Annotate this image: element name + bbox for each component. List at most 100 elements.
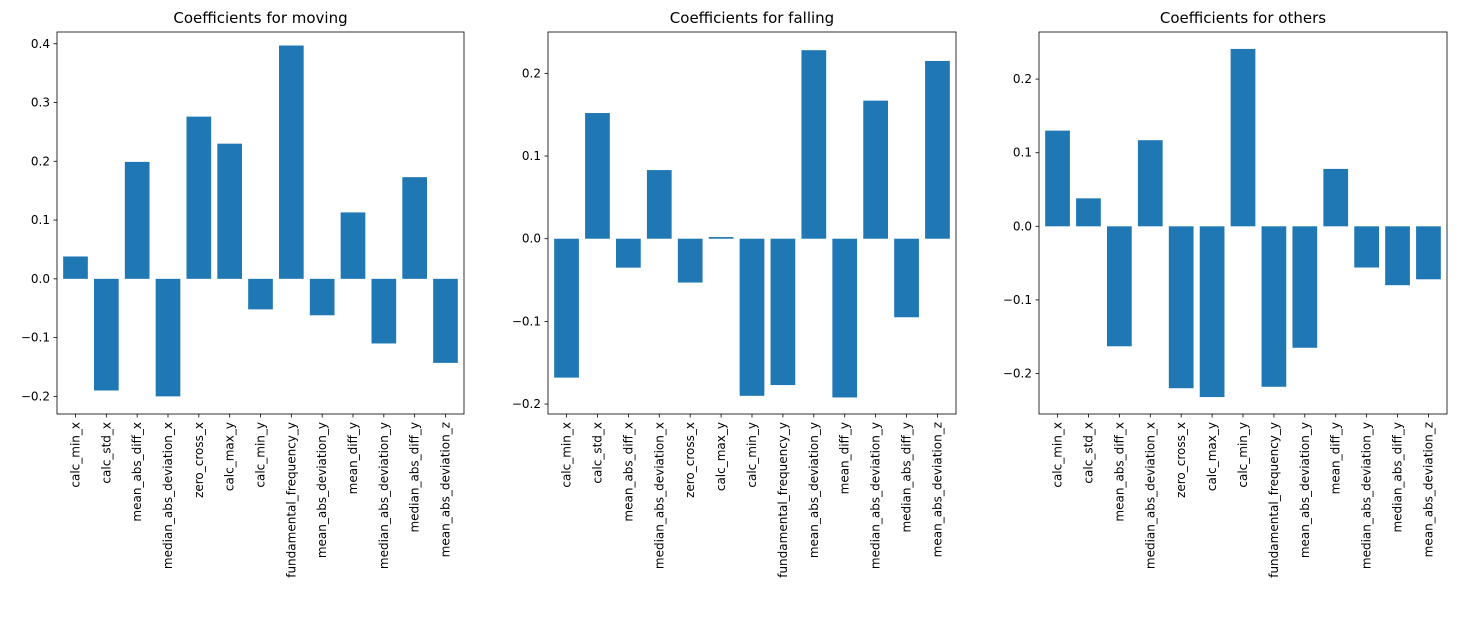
y-tick-label: 0.1 [522,149,541,163]
x-tick-label: zero_cross_x [192,422,206,498]
y-tick-label: 0.1 [31,213,50,227]
x-tick-label: mean_diff_y [346,422,360,494]
bar [616,238,641,268]
y-tick-label: −0.1 [1003,293,1032,307]
bar [1261,226,1287,387]
bar [1354,226,1379,268]
y-tick-label: 0.3 [31,96,50,110]
x-tick-label: mean_abs_deviation_y [315,422,329,558]
bar [1416,226,1441,280]
bar [677,238,703,283]
bar [248,278,273,310]
y-tick-label: −0.2 [512,397,541,411]
x-tick-label: calc_max_y [714,422,728,491]
bar [554,238,579,378]
bar [63,256,88,279]
chart-panel: Coefficients for moving −0.2 −0.1 0.0 0.1 0.2… [21,9,465,578]
x-tick-label: median_abs_diff_y [1391,422,1405,533]
y-tick-label: 0.2 [522,66,541,80]
bar [894,238,919,318]
bar [402,177,427,279]
bar [371,278,397,344]
y-tick-label: 0.4 [31,37,50,51]
x-tick-label: calc_std_x [590,422,604,484]
x-tick-label: mean_abs_deviation_y [807,422,821,558]
y-tick-label: −0.1 [512,314,541,328]
bar [1230,48,1256,227]
x-tick-label: calc_min_x [560,422,574,488]
chart-title: Coefficients for falling [670,9,834,27]
x-tick-label: fundamental_frequency_y [284,422,298,578]
x-tick-label: mean_abs_diff_x [621,422,635,522]
y-tick-label: −0.2 [1003,367,1032,381]
x-tick-label: mean_abs_diff_x [1112,422,1126,522]
x-tick-label: median_abs_deviation_x [1143,422,1157,569]
chart-title: Coefficients for moving [173,9,347,27]
y-tick-label: 0.1 [1013,146,1032,160]
x-tick-label: median_abs_diff_y [408,422,422,533]
bar [1199,226,1225,398]
bar [309,278,335,316]
y-tick-label: −0.1 [21,331,50,345]
bar [94,278,119,391]
bar [739,238,765,396]
x-tick-label: mean_abs_deviation_z [1421,422,1435,557]
bar [433,278,458,363]
y-tick-label: 0.2 [1013,72,1032,86]
chart-panel: Coefficients for falling −0.2 −0.1 0.0 0.1 0.… [512,9,957,578]
x-tick-label: calc_std_x [99,422,113,484]
x-tick-label: zero_cross_x [683,422,697,498]
x-tick-label: fundamental_frequency_y [776,422,790,578]
x-tick-label: median_abs_deviation_x [161,422,175,569]
bar [217,143,242,279]
bar [1045,130,1070,227]
x-tick-label: calc_std_x [1081,422,1095,484]
chart-title: Coefficients for others [1160,9,1326,27]
bar [832,238,858,398]
x-tick-label: calc_min_y [745,422,759,488]
bar [801,50,827,239]
x-tick-label: mean_abs_deviation_z [439,422,453,557]
x-tick-label: median_abs_diff_y [900,422,914,533]
x-tick-label: zero_cross_x [1174,422,1188,498]
y-tick-label: 0.0 [1013,219,1032,233]
bar [863,100,888,239]
x-tick-label: calc_max_y [1205,422,1219,491]
bar [708,237,734,239]
x-tick-label: median_abs_deviation_x [652,422,666,569]
y-tick-label: 0.0 [31,272,50,286]
x-tick-label: mean_diff_y [838,422,852,494]
bar [770,238,796,386]
y-tick-label: 0.0 [522,232,541,246]
bar [1137,140,1163,227]
bar [279,45,304,279]
x-tick-label: median_abs_deviation_y [377,422,391,569]
bar [340,212,366,279]
bar [646,170,672,239]
x-tick-label: calc_max_y [223,422,237,491]
x-tick-label: calc_min_y [254,422,268,488]
bar [1323,168,1349,227]
bar [1107,226,1132,347]
bar [925,60,950,239]
bar [124,161,150,279]
x-tick-label: calc_min_x [69,422,83,488]
x-tick-label: median_abs_deviation_y [869,422,883,569]
x-tick-label: calc_min_x [1051,422,1065,488]
bar [1076,198,1101,227]
bar [1168,226,1194,389]
bar [1292,226,1318,348]
x-tick-label: fundamental_frequency_y [1267,422,1281,578]
x-tick-label: mean_abs_diff_x [130,422,144,522]
x-tick-label: mean_diff_y [1329,422,1343,494]
chart-panel: Coefficients for others −0.2 −0.1 0.0 0.1 0.2… [1003,9,1448,578]
y-tick-label: 0.2 [31,154,50,168]
x-tick-label: mean_abs_deviation_z [930,422,944,557]
x-tick-label: median_abs_deviation_y [1360,422,1374,569]
bar [155,278,181,397]
x-tick-label: calc_min_y [1236,422,1250,488]
x-tick-label: mean_abs_deviation_y [1298,422,1312,558]
y-tick-label: −0.2 [21,389,50,403]
